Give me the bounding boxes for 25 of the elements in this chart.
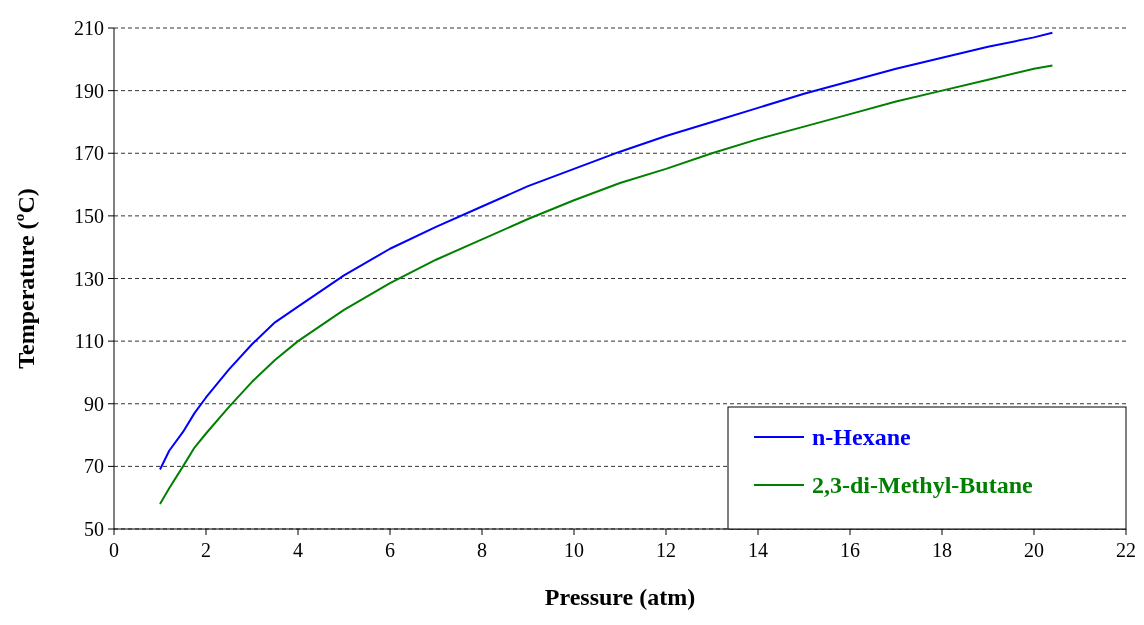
x-tick-label: 16 — [840, 539, 860, 561]
y-tick-label: 150 — [74, 204, 104, 227]
y-tick-label: 170 — [74, 142, 104, 165]
x-tick-label: 4 — [293, 539, 303, 561]
x-tick-label: 20 — [1024, 539, 1044, 561]
y-tick-label: 190 — [74, 79, 104, 102]
x-tick-label: 14 — [748, 539, 768, 561]
x-tick-label: 2 — [201, 539, 211, 561]
y-axis-title: Temperature (ºC) — [13, 188, 39, 369]
y-tick-label: 130 — [74, 267, 104, 290]
x-tick-label: 6 — [385, 539, 395, 561]
x-tick-label: 8 — [477, 539, 487, 561]
y-tick-label: 70 — [84, 455, 104, 478]
x-tick-label: 18 — [932, 539, 952, 561]
x-axis-title: Pressure (atm) — [544, 584, 696, 610]
x-tick-label: 22 — [1116, 539, 1136, 561]
x-tick-label: 0 — [109, 539, 119, 561]
y-tick-label: 210 — [74, 17, 104, 39]
legend-label: n-Hexane — [812, 424, 912, 451]
y-tick-label: 50 — [84, 518, 104, 540]
y-tick-label: 110 — [74, 330, 104, 353]
x-tick-label: 10 — [564, 539, 584, 561]
x-tick-label: 12 — [656, 539, 676, 561]
y-tick-label: 90 — [84, 392, 104, 415]
legend-label: 2,3-di-Methyl-Butane — [812, 472, 1033, 499]
